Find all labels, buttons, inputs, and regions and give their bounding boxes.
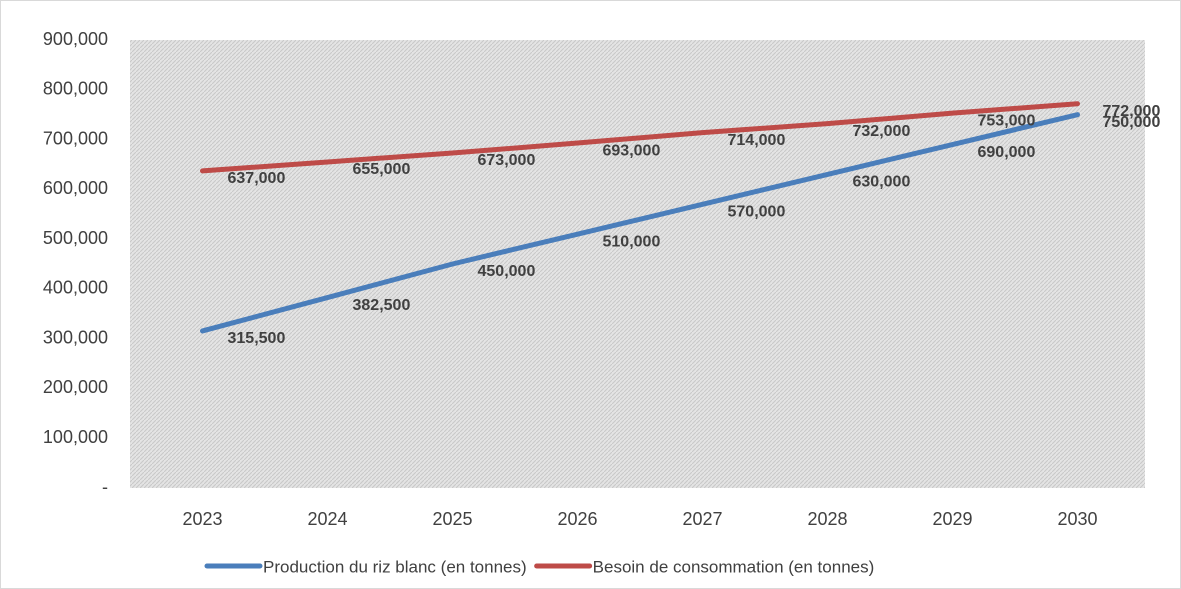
data-label: 450,000	[478, 263, 536, 280]
x-tick-label: 2024	[307, 509, 347, 529]
data-label: 673,000	[478, 152, 536, 169]
y-tick-label: 800,000	[43, 79, 108, 99]
series-line	[200, 101, 1080, 174]
data-label: 637,000	[228, 170, 286, 187]
y-tick-label: 700,000	[43, 128, 108, 148]
y-tick-label: 400,000	[43, 278, 108, 298]
data-label: 714,000	[728, 132, 786, 149]
y-tick-label: 200,000	[43, 377, 108, 397]
x-tick-label: 2026	[557, 509, 597, 529]
data-label: 655,000	[353, 161, 411, 178]
data-label: 693,000	[603, 142, 661, 159]
data-label: 510,000	[603, 233, 661, 250]
y-tick-label: 500,000	[43, 228, 108, 248]
data-label: 570,000	[728, 203, 786, 220]
x-tick-label: 2029	[932, 509, 972, 529]
data-label: 315,500	[228, 330, 286, 347]
data-label: 690,000	[978, 144, 1036, 161]
y-tick-label: 900,000	[43, 29, 108, 49]
x-tick-label: 2030	[1057, 509, 1097, 529]
x-tick-label: 2027	[682, 509, 722, 529]
y-tick-label: 100,000	[43, 427, 108, 447]
data-label: 772,000	[1103, 103, 1161, 120]
data-label: 732,000	[853, 123, 911, 140]
legend-label: Besoin de consommation (en tonnes)	[593, 557, 875, 576]
legend-label: Production du riz blanc (en tonnes)	[263, 557, 527, 576]
data-label: 382,500	[353, 297, 411, 314]
data-label: 753,000	[978, 112, 1036, 129]
data-label: 630,000	[853, 174, 911, 191]
data-label: 750,000	[1103, 114, 1161, 131]
y-tick-label: 300,000	[43, 327, 108, 347]
x-tick-label: 2023	[182, 509, 222, 529]
x-tick-label: 2028	[807, 509, 847, 529]
plot-area	[130, 40, 1145, 488]
y-tick-label: 600,000	[43, 178, 108, 198]
series-line	[200, 112, 1080, 334]
x-tick-label: 2025	[432, 509, 472, 529]
y-tick-label: -	[102, 477, 108, 497]
